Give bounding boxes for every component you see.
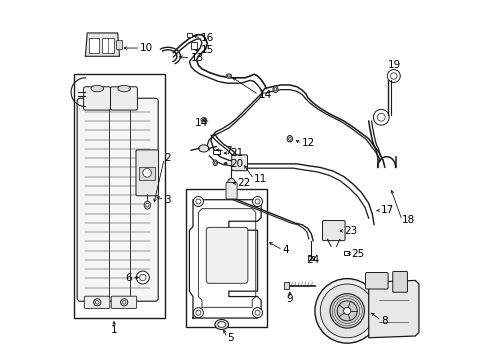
Text: 6: 6: [125, 273, 132, 283]
Ellipse shape: [118, 85, 130, 92]
Text: 2: 2: [164, 153, 171, 163]
Ellipse shape: [274, 87, 277, 91]
Bar: [309, 256, 314, 260]
Text: 14: 14: [259, 90, 272, 100]
Text: 14: 14: [195, 118, 208, 128]
Text: 23: 23: [344, 226, 358, 236]
Ellipse shape: [226, 74, 232, 78]
FancyBboxPatch shape: [111, 296, 137, 309]
Circle shape: [140, 274, 146, 281]
Circle shape: [255, 310, 260, 315]
Polygon shape: [368, 280, 419, 338]
Bar: [214, 150, 220, 154]
Circle shape: [320, 284, 374, 338]
Text: 8: 8: [381, 316, 388, 325]
Bar: [187, 33, 192, 37]
Text: 10: 10: [140, 43, 153, 53]
Bar: [89, 39, 99, 53]
Ellipse shape: [91, 85, 103, 92]
Text: 5: 5: [227, 333, 234, 343]
Ellipse shape: [201, 118, 207, 122]
Circle shape: [330, 294, 365, 328]
Circle shape: [252, 197, 263, 207]
Text: 22: 22: [237, 178, 250, 188]
Circle shape: [388, 69, 400, 82]
Bar: [284, 282, 289, 289]
Ellipse shape: [202, 119, 205, 121]
FancyBboxPatch shape: [322, 221, 345, 240]
Text: 4: 4: [283, 245, 289, 255]
FancyBboxPatch shape: [111, 87, 137, 110]
Text: 25: 25: [351, 248, 364, 258]
Text: 15: 15: [201, 45, 215, 55]
Text: 20: 20: [230, 159, 243, 169]
Text: 18: 18: [402, 215, 416, 225]
Bar: [101, 39, 115, 53]
FancyBboxPatch shape: [366, 273, 388, 289]
FancyBboxPatch shape: [136, 150, 159, 196]
Circle shape: [143, 168, 151, 177]
FancyBboxPatch shape: [232, 155, 247, 171]
Ellipse shape: [227, 75, 230, 77]
FancyBboxPatch shape: [84, 296, 110, 309]
FancyBboxPatch shape: [84, 87, 111, 110]
Ellipse shape: [227, 178, 235, 189]
Ellipse shape: [213, 160, 218, 166]
Text: 17: 17: [381, 206, 394, 216]
Circle shape: [136, 271, 149, 284]
Circle shape: [196, 199, 201, 204]
Circle shape: [391, 73, 397, 79]
Circle shape: [194, 197, 203, 207]
Ellipse shape: [287, 135, 293, 142]
Circle shape: [373, 109, 389, 125]
Text: 12: 12: [302, 139, 315, 148]
Text: 24: 24: [306, 255, 319, 265]
Text: 11: 11: [254, 174, 267, 184]
Circle shape: [196, 310, 201, 315]
Circle shape: [121, 299, 128, 306]
Bar: [116, 40, 122, 49]
Circle shape: [96, 301, 99, 304]
Circle shape: [252, 308, 263, 318]
FancyBboxPatch shape: [77, 98, 158, 301]
Text: 19: 19: [388, 60, 401, 70]
Bar: [139, 167, 155, 180]
Ellipse shape: [218, 321, 225, 327]
Text: 16: 16: [201, 33, 215, 43]
Ellipse shape: [215, 319, 228, 329]
Circle shape: [94, 299, 101, 306]
Bar: [343, 251, 349, 255]
Ellipse shape: [214, 161, 216, 164]
FancyBboxPatch shape: [226, 183, 237, 199]
Polygon shape: [85, 33, 120, 56]
Circle shape: [255, 199, 260, 204]
Text: 7: 7: [225, 145, 232, 156]
Text: 13: 13: [191, 53, 204, 63]
Ellipse shape: [273, 86, 278, 93]
Text: 9: 9: [287, 294, 293, 304]
Bar: [186, 189, 267, 327]
Ellipse shape: [199, 145, 209, 152]
Circle shape: [343, 307, 351, 315]
Circle shape: [337, 301, 357, 321]
Ellipse shape: [144, 201, 151, 209]
Circle shape: [122, 301, 126, 304]
Text: 21: 21: [230, 148, 243, 158]
Bar: [191, 42, 197, 49]
Circle shape: [315, 279, 379, 343]
Bar: [74, 74, 165, 318]
Ellipse shape: [289, 137, 291, 140]
Ellipse shape: [146, 203, 149, 207]
FancyBboxPatch shape: [206, 227, 248, 283]
Text: 3: 3: [164, 195, 171, 205]
FancyBboxPatch shape: [393, 271, 408, 292]
Text: 1: 1: [111, 325, 118, 335]
Circle shape: [377, 113, 385, 121]
Circle shape: [194, 308, 203, 318]
